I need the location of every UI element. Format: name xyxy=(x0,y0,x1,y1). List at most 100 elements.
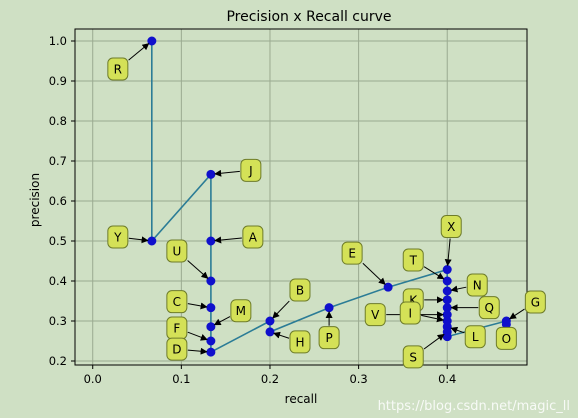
x-tick-label: 0.3 xyxy=(349,372,367,386)
y-tick-label: 0.2 xyxy=(49,354,67,368)
annotation-label: K xyxy=(409,293,418,307)
annotation-arrow xyxy=(423,266,445,280)
annotation-label: N xyxy=(473,279,482,293)
annotation-box xyxy=(399,301,421,325)
annotation-box xyxy=(524,290,546,314)
annotation-label: G xyxy=(531,296,540,310)
data-point xyxy=(442,295,452,305)
data-point xyxy=(206,276,216,286)
annotation-arrow xyxy=(450,285,467,293)
annotation-arrow xyxy=(444,238,452,267)
data-point xyxy=(442,276,452,286)
annotation-arrow xyxy=(362,262,386,285)
x-tick-label: 0.4 xyxy=(438,372,456,386)
annotation-box xyxy=(230,299,252,323)
annotation-label: I xyxy=(408,307,412,321)
annotation-label: L xyxy=(472,330,479,344)
annotation-box xyxy=(478,296,500,320)
data-point xyxy=(147,236,157,246)
data-point xyxy=(442,265,452,275)
annotation-arrow xyxy=(128,43,150,61)
x-tick-label: 0.1 xyxy=(172,372,190,386)
data-point xyxy=(206,322,216,332)
y-tick-label: 0.6 xyxy=(49,194,67,208)
annotation-arrow xyxy=(423,333,445,350)
annotation-box xyxy=(466,273,488,297)
y-axis-label: precision xyxy=(28,173,42,227)
annotation-box xyxy=(464,325,486,349)
annotation-label: F xyxy=(173,322,180,336)
grid xyxy=(75,29,527,365)
annotation-label: S xyxy=(409,350,417,364)
data-point xyxy=(383,282,393,292)
annotation-label: R xyxy=(114,63,122,77)
annotation-box xyxy=(107,57,129,81)
annotation-box xyxy=(166,239,188,263)
chart-title: Precision x Recall curve xyxy=(226,9,391,25)
annotation-arrow xyxy=(187,331,208,341)
watermark-text: https://blog.csdn.net/magic_ll xyxy=(377,399,570,414)
annotation-box xyxy=(289,330,311,354)
annotations: R Y J A U C M FD B H P E X T N K Q V I L S G O xyxy=(107,43,546,369)
annotation-arrow xyxy=(273,331,290,339)
series xyxy=(147,36,511,357)
data-point xyxy=(442,332,452,342)
y-tick-label: 1.0 xyxy=(49,34,67,48)
annotation-label: T xyxy=(409,254,418,268)
annotation-label: P xyxy=(325,331,332,345)
annotation-arrow xyxy=(213,316,231,326)
x-axis-label: recall xyxy=(285,392,318,406)
y-tick-label: 0.8 xyxy=(49,114,67,128)
y-tick-label: 0.4 xyxy=(49,274,67,288)
data-point xyxy=(265,327,275,337)
data-point xyxy=(324,303,334,313)
annotation-label: Y xyxy=(113,231,122,245)
annotation-label: B xyxy=(296,284,304,298)
plot-area xyxy=(74,28,528,366)
annotation-box xyxy=(107,225,129,249)
annotation-arrow xyxy=(128,236,149,244)
annotation-arrow xyxy=(187,347,208,355)
data-point xyxy=(206,169,216,179)
annotation-label: J xyxy=(248,164,253,178)
annotation-arrow xyxy=(450,326,465,334)
annotation-arrow xyxy=(214,236,242,244)
annotation-box xyxy=(240,158,262,182)
y-tick-label: 0.5 xyxy=(49,234,67,248)
y-axis-ticks: 0.2 0.3 0.4 0.5 0.6 0.7 0.8 0.9 1.0 xyxy=(49,34,75,368)
data-point xyxy=(206,336,216,346)
annotation-box xyxy=(364,303,386,327)
data-point xyxy=(265,316,275,326)
data-point xyxy=(206,347,216,357)
annotation-box xyxy=(166,290,188,314)
annotation-label: A xyxy=(249,231,258,245)
data-point xyxy=(442,286,452,296)
annotation-label: H xyxy=(295,335,304,349)
annotation-box xyxy=(440,215,462,239)
annotation-arrow xyxy=(421,314,445,323)
annotation-box xyxy=(341,241,363,265)
annotation-label: E xyxy=(348,247,356,261)
annotation-box xyxy=(402,248,424,272)
data-point xyxy=(206,303,216,313)
x-axis-ticks: 0.0 0.1 0.2 0.3 0.4 xyxy=(84,365,456,386)
x-tick-label: 0.0 xyxy=(84,372,102,386)
y-tick-label: 0.7 xyxy=(49,154,67,168)
annotation-label: D xyxy=(172,343,181,357)
y-tick-label: 0.3 xyxy=(49,314,67,328)
annotation-label: C xyxy=(173,295,181,309)
annotation-box xyxy=(495,326,517,350)
annotation-arrow xyxy=(272,300,290,319)
annotation-box xyxy=(289,278,311,302)
annotation-box xyxy=(402,345,424,369)
annotation-arrow xyxy=(187,302,208,310)
annotation-label: X xyxy=(447,220,455,234)
data-point xyxy=(147,36,157,46)
annotation-arrow xyxy=(187,260,209,279)
annotation-label: V xyxy=(371,308,380,322)
annotation-box xyxy=(318,326,340,350)
y-tick-label: 0.9 xyxy=(49,74,67,88)
annotation-label: M xyxy=(236,304,246,318)
annotation-label: O xyxy=(502,332,511,346)
